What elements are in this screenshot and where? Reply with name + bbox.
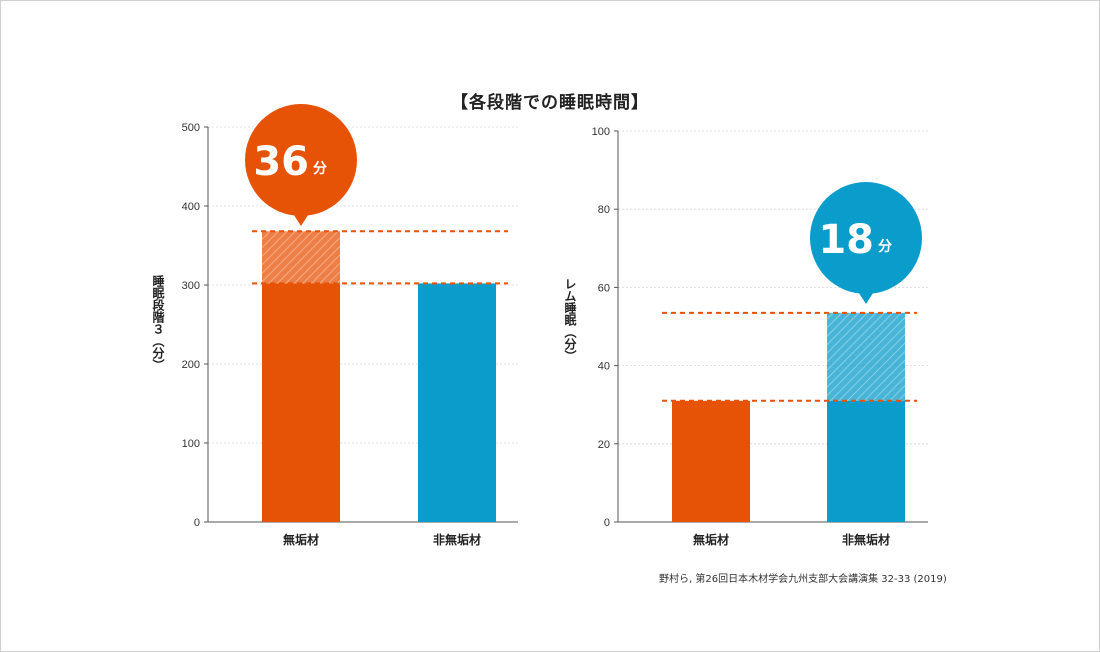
bar-extra-hatched bbox=[827, 312, 905, 401]
source-citation: 野村ら, 第26回日本木材学会九州支部大会講演集 32-33 (2019) bbox=[659, 574, 947, 585]
figure-title: 【各段階での睡眠時間】 bbox=[451, 93, 649, 113]
y-tick-label: 60 bbox=[598, 282, 610, 294]
annotation-bubble bbox=[245, 104, 357, 216]
annotation-pointer bbox=[857, 290, 875, 304]
annotation-bubble bbox=[810, 182, 922, 294]
y-tick-label: 300 bbox=[182, 280, 200, 292]
y-tick-label: 400 bbox=[182, 201, 200, 213]
annotation-unit: 分 bbox=[313, 161, 327, 177]
y-tick-label: 40 bbox=[598, 361, 610, 373]
annotation-pointer bbox=[292, 212, 310, 226]
bar bbox=[672, 400, 750, 522]
x-tick-label: 非無垢材 bbox=[842, 532, 890, 547]
annotation-number: 18 bbox=[818, 217, 874, 263]
annotation-number: 36 bbox=[253, 139, 309, 185]
bar-extra-hatched bbox=[262, 231, 340, 284]
y-tick-label: 0 bbox=[604, 517, 610, 529]
chart-1: 0 100 200 300 400 500 睡眠段階３（分） 無垢材 非無垢材 36 分 bbox=[151, 104, 518, 547]
y-tick-label: 200 bbox=[182, 359, 200, 371]
y-tick-label: 20 bbox=[598, 439, 610, 451]
y-tick-label: 100 bbox=[592, 126, 610, 138]
y-tick-label: 0 bbox=[194, 517, 200, 529]
y-tick-label: 80 bbox=[598, 204, 610, 216]
bar bbox=[827, 400, 905, 522]
x-tick-label: 非無垢材 bbox=[433, 532, 481, 547]
bar bbox=[262, 283, 340, 522]
y-tick-label: 100 bbox=[182, 438, 200, 450]
x-tick-label: 無垢材 bbox=[283, 532, 319, 547]
y-axis-label: 睡眠段階３（分） bbox=[151, 274, 165, 371]
chart-2: 0 20 40 60 80 100 レム睡眠（分） 無垢材 非無垢材 18 分 bbox=[563, 126, 928, 547]
y-axis-label: レム睡眠（分） bbox=[563, 278, 577, 362]
x-tick-label: 無垢材 bbox=[693, 532, 729, 547]
annotation-unit: 分 bbox=[878, 239, 892, 255]
y-tick-label: 500 bbox=[182, 122, 200, 134]
bar bbox=[418, 283, 496, 522]
